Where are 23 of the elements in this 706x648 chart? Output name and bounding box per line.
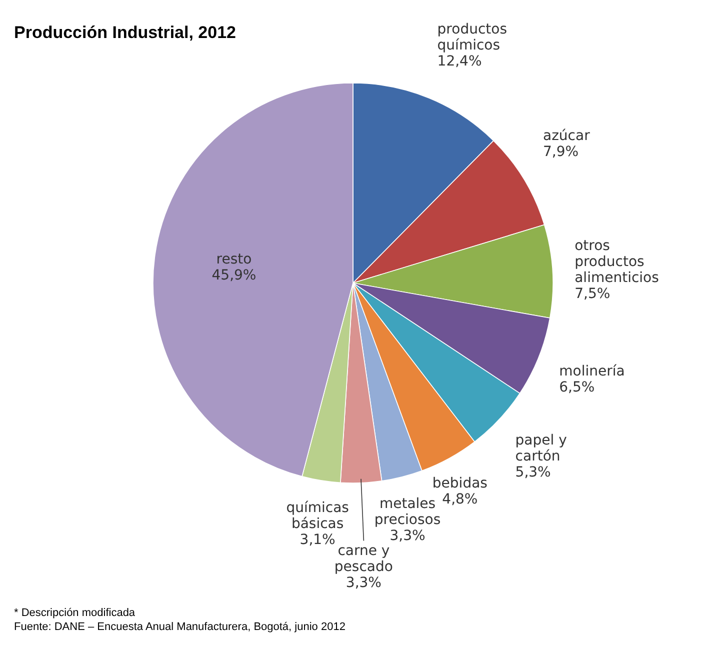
text: * Descripción modificada [14, 607, 136, 619]
source-note: Fuente: DANE – Encuesta Anual Manufacturera, Bogotá, junio 2012 [14, 621, 346, 633]
data-label: 7,9% [543, 144, 579, 160]
data-label: 4,8% [442, 492, 478, 508]
data-label: 12,4% [437, 54, 482, 70]
slice-label: metales preciosos [374, 496, 441, 528]
slice-label: carne y pescado [334, 542, 393, 575]
data-label: 5,3% [515, 464, 551, 480]
chart-title: Producción Industrial, 2012 [14, 23, 236, 42]
slice-label: bebidas [432, 476, 488, 492]
slice-label: químicas básicas [286, 500, 349, 532]
data-label: 45,9% [212, 268, 256, 284]
slice-label: productos químicos [437, 22, 508, 54]
slice-label: molinería [559, 363, 625, 380]
slice-label: azúcar [543, 128, 590, 144]
data-label: 3,3% [346, 574, 382, 591]
data-label: 3,3% [390, 528, 426, 544]
data-label: 7,5% [574, 286, 610, 302]
data-label: 6,5% [559, 379, 595, 396]
slice-label: otros productos alimenticios [574, 238, 659, 286]
slice-label: resto [216, 252, 252, 268]
data-label: 3,1% [300, 532, 336, 548]
slice-label: papel y cartón [515, 432, 567, 464]
